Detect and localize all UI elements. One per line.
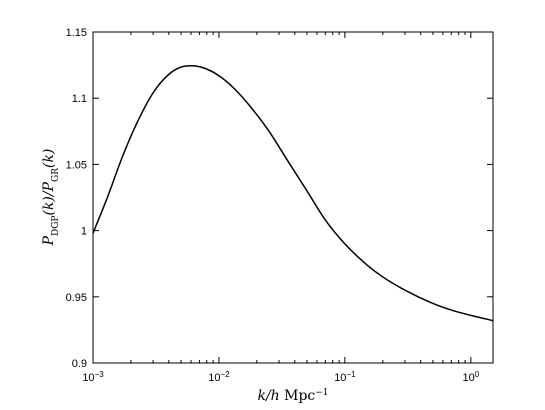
y-tick-label: 1.05: [66, 159, 87, 171]
y-tick-label: 1.1: [72, 93, 87, 105]
x-tick-label: 10−2: [208, 370, 230, 385]
y-axis-label: PDGP(k)/PGR(k): [41, 149, 61, 247]
y-tick-label: 0.95: [66, 292, 87, 304]
tick-labels: 10−3 10−2 10−1 100 0.9 0.95 1 1.05 1.1 1.15: [66, 27, 480, 384]
plot-area: [92, 31, 494, 364]
x-tick-label: 100: [462, 370, 479, 385]
x-tick-label: 10−1: [334, 370, 356, 385]
series-line: [92, 65, 494, 322]
x-tick-label: 10−3: [82, 370, 104, 385]
y-tick-label: 1.15: [66, 27, 87, 39]
y-tick-label: 1: [81, 226, 87, 238]
y-tick-label: 0.9: [72, 358, 87, 370]
x-axis-label: k/h Mpc−1: [257, 388, 328, 404]
